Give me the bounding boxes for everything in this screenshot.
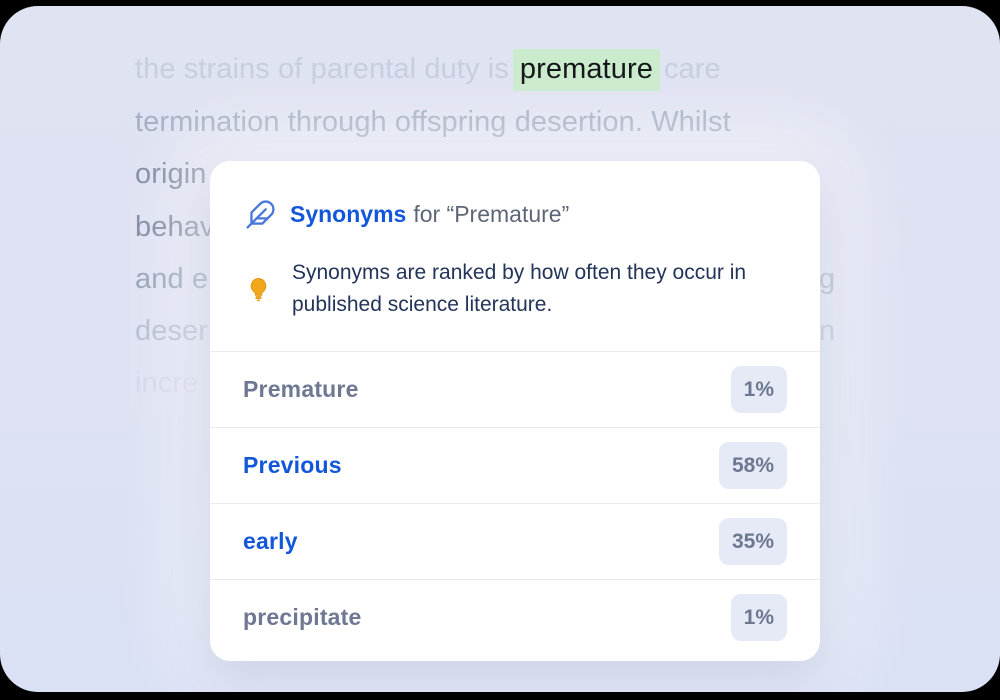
document-line-7-fragment: incre [135, 367, 199, 399]
popup-tip: Synonyms are ranked by how often they oc… [210, 257, 820, 321]
highlighted-word[interactable]: premature [512, 49, 660, 91]
document-line-3-fragment: origin [135, 158, 207, 190]
lightbulb-icon [245, 276, 272, 303]
synonym-list: Premature 1% Previous 58% early 35% prec… [210, 351, 820, 655]
synonym-word: Premature [243, 376, 359, 402]
synonym-word: Previous [243, 452, 342, 478]
document-line-6-fragment: deser [135, 315, 209, 347]
tip-text-line-2: published science literature. [292, 293, 553, 316]
popup-header: Synonyms for “Premature” [210, 199, 820, 230]
document-line-6-right-fragment: n [819, 315, 836, 347]
quill-icon [245, 199, 276, 230]
synonym-word: early [243, 528, 298, 554]
synonym-word: precipitate [243, 604, 362, 630]
editor-background-panel: the strains of parental duty is premature… [0, 6, 1000, 692]
document-line-1-post: care [663, 53, 721, 85]
popup-title-rest: for “Premature” [413, 201, 570, 227]
popup-title: Synonyms for “Premature” [290, 201, 569, 228]
synonym-row-previous[interactable]: Previous 58% [210, 427, 820, 503]
tip-text: Synonyms are ranked by how often they oc… [292, 257, 746, 321]
popup-title-brand: Synonyms [290, 201, 407, 227]
synonym-row-premature[interactable]: Premature 1% [210, 351, 820, 427]
document-line-4-fragment: behav [135, 211, 215, 243]
document-line-5-fragment: and e [135, 263, 209, 295]
synonyms-popup: Synonyms for “Premature” Synonyms are ran… [210, 161, 820, 661]
tip-text-line-1: Synonyms are ranked by how often they oc… [292, 261, 747, 284]
frequency-badge: 1% [730, 366, 787, 413]
document-line-1: the strains of parental duty is premature… [135, 49, 721, 91]
document-line-1-pre: the strains of parental duty is [135, 53, 509, 85]
frequency-badge: 58% [718, 442, 787, 489]
document-line-2: termination through offspring desertion.… [135, 106, 731, 138]
document-line-5-right-fragment: g [819, 263, 836, 295]
frequency-badge: 35% [718, 518, 787, 565]
synonym-row-early[interactable]: early 35% [210, 503, 820, 579]
synonym-row-precipitate[interactable]: precipitate 1% [210, 579, 820, 655]
frequency-badge: 1% [730, 594, 787, 641]
